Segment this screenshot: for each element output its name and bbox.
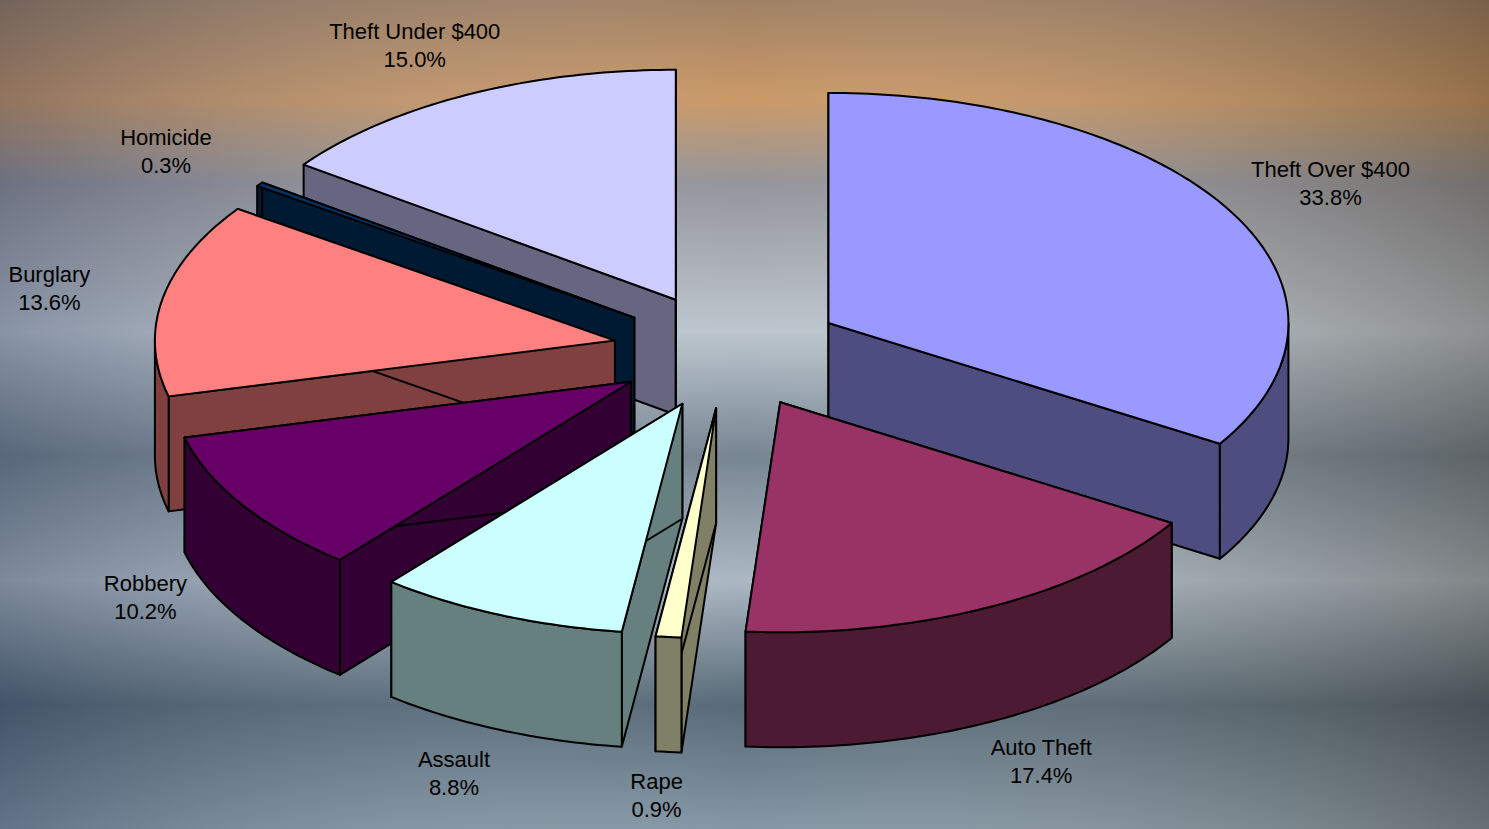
slice-group (746, 402, 1172, 747)
slices (155, 70, 1289, 753)
slice-label: Theft Under $400 (329, 19, 500, 44)
slice-group (656, 408, 717, 752)
value-label: 15.0% (384, 47, 446, 72)
slice-label: Auto Theft (991, 735, 1092, 760)
slice-label: Rape (630, 769, 683, 794)
value-label: 8.8% (429, 775, 479, 800)
slice-label: Assault (418, 747, 490, 772)
value-label: 0.9% (632, 797, 682, 822)
slice (155, 209, 615, 396)
slice (391, 404, 682, 632)
slice-label: Homicide (120, 125, 212, 150)
slice-label: Burglary (8, 262, 90, 287)
pie-chart: Theft Over $400 33.8% Auto Theft 17.4% Rape 0… (0, 0, 1489, 829)
slice (746, 402, 1172, 632)
value-label: 17.4% (1010, 763, 1072, 788)
slice-side (656, 636, 682, 752)
value-label: 0.3% (141, 153, 191, 178)
value-label: 33.8% (1299, 185, 1361, 210)
data-labels: Theft Over $400 33.8% Auto Theft 17.4% Rape 0… (8, 19, 1410, 822)
slice-label: Robbery (104, 571, 187, 596)
slice-group (391, 404, 682, 747)
slice-label: Theft Over $400 (1251, 157, 1410, 182)
slice (828, 93, 1288, 444)
value-label: 13.6% (18, 290, 80, 315)
slice (656, 408, 717, 637)
value-label: 10.2% (114, 599, 176, 624)
